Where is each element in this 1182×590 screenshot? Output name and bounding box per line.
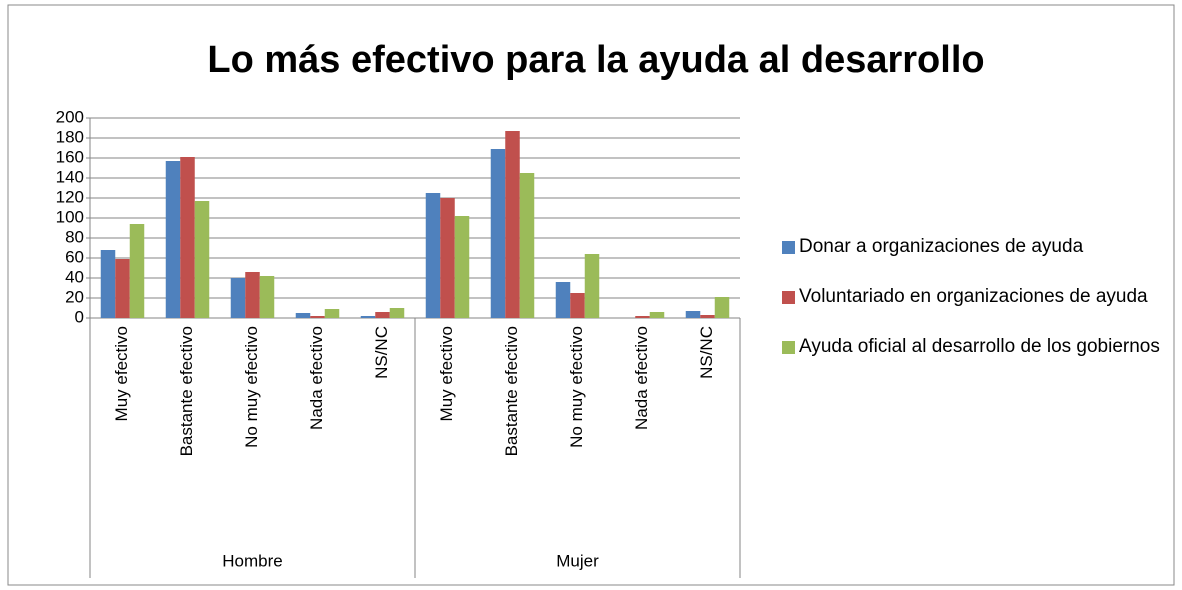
y-tick-label: 0 [75,307,84,326]
y-tick-label: 200 [56,107,84,126]
bar [389,308,405,318]
bar [230,278,246,318]
bar [100,250,116,318]
legend-swatch [782,341,795,354]
bar [245,272,260,318]
legend-swatch [782,291,795,304]
bar [295,313,311,318]
legend-item: Ayuda oficial al desarrollo de los gobie… [782,332,1167,362]
x-tick-label: No muy efectivo [242,326,261,448]
x-tick-label: Nada efectivo [632,326,651,430]
bar [259,276,275,318]
legend-label: Ayuda oficial al desarrollo de los gobie… [799,336,1160,357]
bar [584,254,600,318]
bar [454,216,470,318]
group-label: Mujer [556,551,599,570]
x-tick-label: Muy efectivo [112,326,131,421]
x-tick-label: Nada efectivo [307,326,326,430]
legend-item: Donar a organizaciones de ayuda [782,232,1167,262]
x-tick-label: NS/NC [372,326,391,379]
y-tick-label: 180 [56,127,84,146]
x-tick-label: NS/NC [697,326,716,379]
bar [425,193,441,318]
y-tick-label: 60 [65,247,84,266]
y-tick-label: 40 [65,267,84,286]
bar [324,309,340,318]
bar [685,311,701,318]
bar [635,316,650,318]
bar [129,224,145,318]
y-tick-label: 120 [56,187,84,206]
bar [490,149,506,318]
legend-label: Voluntariado en organizaciones de ayuda [799,286,1148,307]
bar [440,198,455,318]
x-tick-label: Bastante efectivo [177,326,196,456]
bar [165,161,181,318]
y-tick-label: 100 [56,207,84,226]
bar [555,282,571,318]
bar [360,316,376,318]
legend-item: Voluntariado en organizaciones de ayuda [782,282,1167,312]
x-tick-label: Muy efectivo [437,326,456,421]
legend-swatch [782,241,795,254]
y-tick-label: 20 [65,287,84,306]
x-tick-label: No muy efectivo [567,326,586,448]
group-label: Hombre [222,551,282,570]
legend-label: Donar a organizaciones de ayuda [799,236,1084,257]
y-tick-label: 80 [65,227,84,246]
y-tick-label: 160 [56,147,84,166]
x-tick-label: Bastante efectivo [502,326,521,456]
bar [115,259,130,318]
bar [649,312,665,318]
y-tick-label: 140 [56,167,84,186]
bar [505,131,520,318]
bar [310,316,325,318]
bar [714,297,730,318]
bar [700,315,715,318]
bar [570,293,585,318]
bar [519,173,535,318]
bar [180,157,195,318]
legend: Donar a organizaciones de ayuda Voluntari… [782,232,1167,382]
bar [194,201,210,318]
bar [375,312,390,318]
chart-title: Lo más efectivo para la ayuda al desarro… [207,39,984,81]
